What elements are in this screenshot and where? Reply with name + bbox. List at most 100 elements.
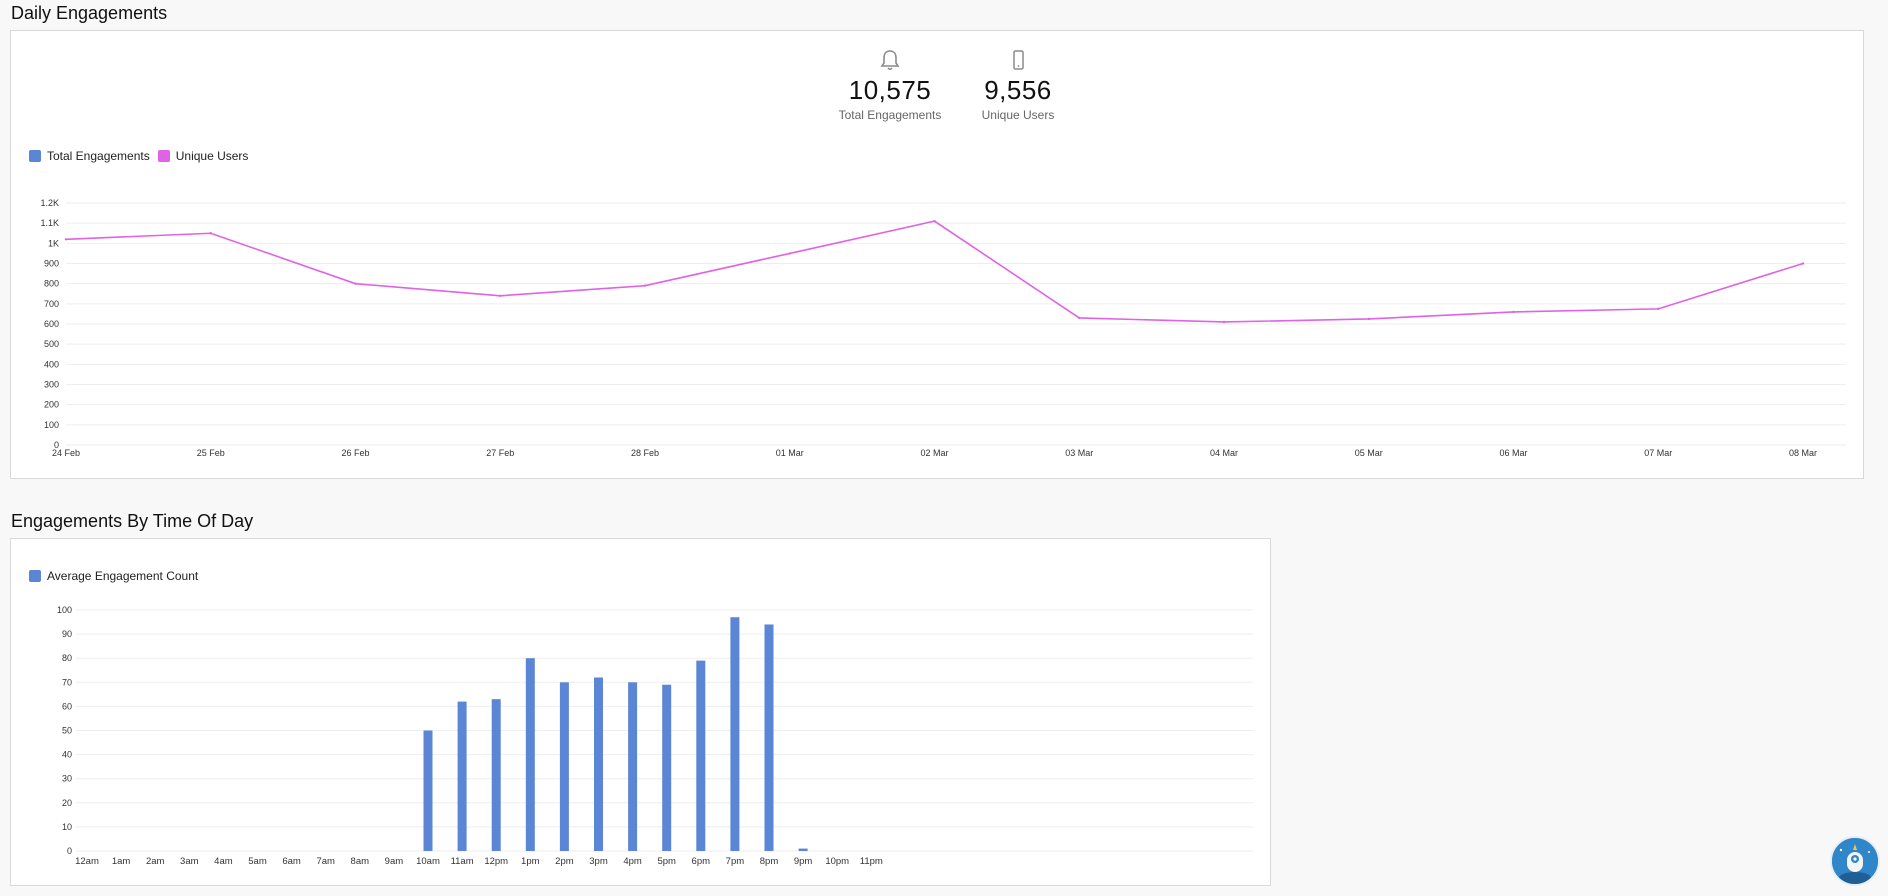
x-tick-label: 1am xyxy=(112,856,131,867)
y-tick-label: 100 xyxy=(57,605,72,615)
x-tick-label: 25 Feb xyxy=(197,448,225,458)
data-point[interactable] xyxy=(933,219,936,223)
x-tick-label: 9pm xyxy=(794,856,813,867)
x-tick-label: 7am xyxy=(316,856,335,867)
y-tick-label: 300 xyxy=(44,380,59,390)
y-tick-label: 200 xyxy=(44,400,59,410)
x-tick-label: 06 Mar xyxy=(1499,448,1527,458)
x-tick-label: 3pm xyxy=(589,856,608,867)
y-tick-label: 0 xyxy=(54,440,59,450)
data-point[interactable] xyxy=(1512,310,1515,314)
legend-label: Unique Users xyxy=(175,149,249,163)
x-tick-label: 10pm xyxy=(825,856,849,867)
daily-legend: Total Engagements Unique Users xyxy=(29,149,256,163)
data-point[interactable] xyxy=(499,294,502,297)
x-tick-label: 6am xyxy=(282,856,301,867)
daily-engagements-title: Daily Engagements xyxy=(11,3,168,23)
y-tick-label: 500 xyxy=(44,339,59,349)
x-tick-label: 5pm xyxy=(657,856,676,867)
y-tick-label: 90 xyxy=(62,629,72,639)
bar[interactable] xyxy=(457,701,467,851)
stat-total-engagements: 10,575 Total Engagements xyxy=(820,49,960,122)
x-tick-label: 08 Mar xyxy=(1789,448,1817,458)
legend-total-engagements[interactable]: Total Engagements xyxy=(29,149,150,163)
bar[interactable] xyxy=(764,624,774,851)
y-tick-label: 400 xyxy=(44,359,59,369)
y-tick-label: 60 xyxy=(62,701,72,711)
assistant-launcher-button[interactable] xyxy=(1830,836,1880,886)
y-tick-label: 20 xyxy=(62,798,72,808)
time-of-day-title: Engagements By Time Of Day xyxy=(11,511,254,531)
x-tick-label: 1pm xyxy=(521,856,540,867)
legend-swatch xyxy=(29,150,41,162)
y-tick-label: 600 xyxy=(44,319,59,329)
legend-swatch xyxy=(157,150,170,162)
x-tick-label: 24 Feb xyxy=(52,448,80,458)
legend-unique-users[interactable]: Unique Users xyxy=(157,149,249,163)
bell-icon xyxy=(880,50,900,71)
bar[interactable] xyxy=(559,682,569,851)
x-tick-label: 01 Mar xyxy=(776,448,804,458)
y-tick-label: 1K xyxy=(48,238,59,248)
bar[interactable] xyxy=(662,684,672,851)
bar[interactable] xyxy=(696,660,706,851)
bar[interactable] xyxy=(491,699,501,851)
legend-average-engagement-count[interactable]: Average Engagement Count xyxy=(29,569,198,583)
y-tick-label: 700 xyxy=(44,299,59,309)
x-tick-label: 12am xyxy=(75,856,99,867)
x-tick-label: 6pm xyxy=(692,856,711,867)
data-point[interactable] xyxy=(788,252,791,255)
daily-engagements-line-chart: 0 100 200 300 400 500 600 700 800 900 1K 1.1K 1.2K 24… xyxy=(40,198,1846,458)
data-point[interactable] xyxy=(64,238,68,241)
total-engagements-value: 10,575 xyxy=(848,75,932,105)
x-tick-label: 12pm xyxy=(484,856,508,867)
bar[interactable] xyxy=(730,617,740,851)
x-tick-label: 03 Mar xyxy=(1065,448,1093,458)
x-tick-label: 4am xyxy=(214,856,233,867)
y-tick-label: 40 xyxy=(62,750,72,760)
y-tick-label: 10 xyxy=(62,822,72,832)
data-point[interactable] xyxy=(643,284,647,287)
x-tick-label: 8am xyxy=(351,856,370,867)
x-tick-label: 11am xyxy=(451,856,474,867)
x-tick-label: 8pm xyxy=(760,856,779,867)
y-tick-label: 30 xyxy=(62,774,72,784)
data-point[interactable] xyxy=(1657,307,1660,311)
x-tick-label: 28 Feb xyxy=(631,448,659,458)
x-tick-label: 3am xyxy=(180,856,199,867)
y-tick-label: 1.2K xyxy=(40,198,59,208)
bar[interactable] xyxy=(798,848,808,851)
y-tick-label: 0 xyxy=(67,846,72,856)
x-tick-label: 2am xyxy=(146,856,165,867)
unique-users-label: Unique Users xyxy=(981,108,1055,122)
y-tick-label: 1.1K xyxy=(40,218,59,228)
x-tick-label: 07 Mar xyxy=(1644,448,1672,458)
y-tick-label: 70 xyxy=(62,677,72,687)
stat-unique-users: 9,556 Unique Users xyxy=(948,49,1088,122)
robot-icon xyxy=(1832,838,1878,884)
x-tick-label: 5am xyxy=(248,856,267,867)
x-tick-label: 10am xyxy=(416,856,440,867)
x-tick-label: 4pm xyxy=(623,856,642,867)
unique-users-value: 9,556 xyxy=(984,75,1052,105)
data-point[interactable] xyxy=(1801,262,1805,265)
data-point[interactable] xyxy=(209,232,212,235)
bar[interactable] xyxy=(594,677,603,851)
bar[interactable] xyxy=(423,730,433,852)
data-point[interactable] xyxy=(1222,320,1226,324)
time-of-day-legend: Average Engagement Count xyxy=(29,569,206,583)
x-tick-label: 02 Mar xyxy=(920,448,948,458)
legend-label: Average Engagement Count xyxy=(47,569,199,583)
legend-label: Total Engagements xyxy=(47,149,150,163)
bar[interactable] xyxy=(525,658,535,851)
data-point[interactable] xyxy=(1078,316,1081,320)
x-tick-label: 2pm xyxy=(555,856,574,867)
data-point[interactable] xyxy=(1367,317,1370,321)
y-tick-label: 100 xyxy=(44,420,59,430)
data-point[interactable] xyxy=(354,282,357,285)
y-tick-label: 50 xyxy=(62,726,72,736)
x-tick-label: 7pm xyxy=(726,856,745,867)
bar[interactable] xyxy=(628,682,638,851)
x-tick-label: 11pm xyxy=(860,856,883,867)
